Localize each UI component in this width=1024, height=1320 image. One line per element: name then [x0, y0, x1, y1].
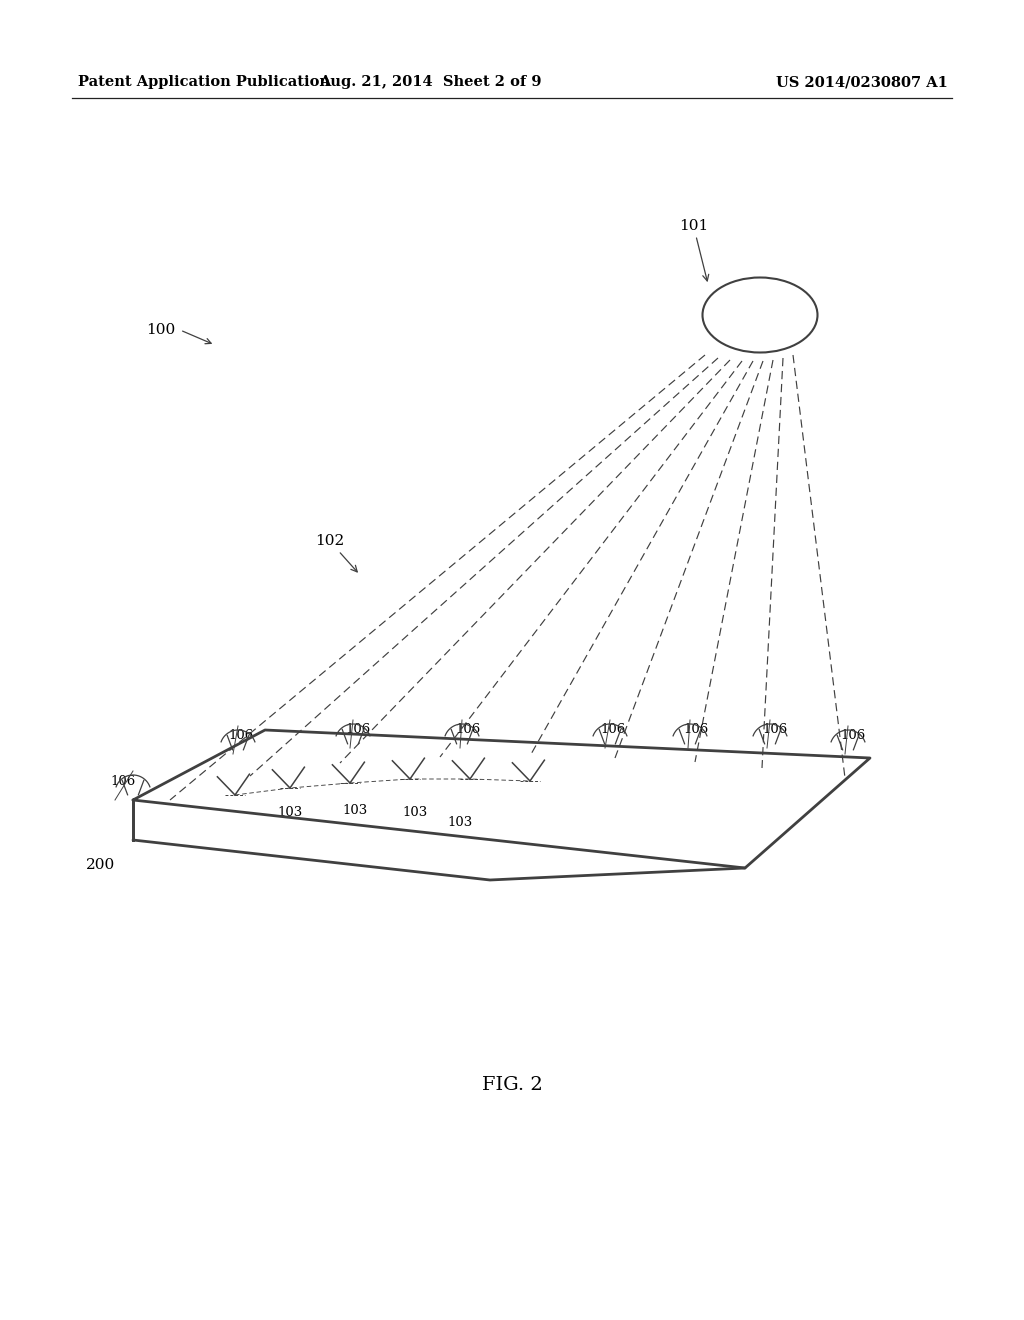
Text: 101: 101 — [679, 219, 709, 281]
Text: FIG. 2: FIG. 2 — [481, 1076, 543, 1094]
Text: 106: 106 — [110, 775, 135, 788]
Text: Aug. 21, 2014  Sheet 2 of 9: Aug. 21, 2014 Sheet 2 of 9 — [318, 75, 542, 88]
Text: Patent Application Publication: Patent Application Publication — [78, 75, 330, 88]
Text: 200: 200 — [86, 858, 115, 873]
Text: 106: 106 — [840, 729, 865, 742]
Text: 103: 103 — [342, 804, 368, 817]
Text: 106: 106 — [228, 729, 253, 742]
Text: US 2014/0230807 A1: US 2014/0230807 A1 — [776, 75, 948, 88]
Text: 106: 106 — [455, 723, 480, 737]
Text: 103: 103 — [447, 816, 473, 829]
Text: 103: 103 — [402, 807, 428, 818]
Text: 106: 106 — [345, 723, 371, 737]
Text: 100: 100 — [145, 323, 175, 337]
Text: 102: 102 — [315, 535, 357, 572]
Text: 106: 106 — [600, 723, 626, 737]
Text: 106: 106 — [762, 723, 787, 737]
Text: 106: 106 — [683, 723, 709, 737]
Text: 103: 103 — [278, 807, 303, 818]
